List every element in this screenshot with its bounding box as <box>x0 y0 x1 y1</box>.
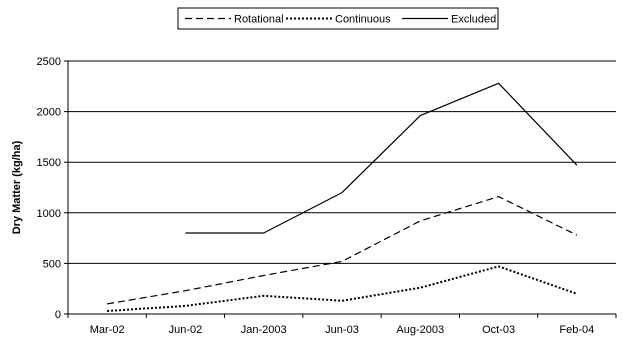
y-tick-label-2000: 2000 <box>37 107 61 119</box>
series-lines <box>107 82 578 312</box>
axes <box>64 60 617 318</box>
x-tick-label-jun-03: Jun-03 <box>325 324 359 336</box>
y-axis-label: Dry Matter (kg/ha) <box>11 140 23 234</box>
y-tick-label-1000: 1000 <box>37 208 61 220</box>
x-tick-label-jun-02: Jun-02 <box>169 324 203 336</box>
y-tick-label-500: 500 <box>43 258 61 270</box>
y-tick-labels: 0 500 1000 1500 2000 2500 <box>37 56 61 321</box>
x-tick-label-aug-2003: Aug-2003 <box>396 324 444 336</box>
series-line-continuous <box>107 265 578 312</box>
legend-label-excluded: Excluded <box>451 14 496 26</box>
x-tick-labels: Mar-02 Jun-02 Jan-2003 Jun-03 Aug-2003 Oct-03… <box>90 324 595 336</box>
x-tick-label-jan-2003: Jan-2003 <box>241 324 287 336</box>
y-tick-label-2500: 2500 <box>37 56 61 68</box>
legend-label-continuous: Continuous <box>335 14 391 26</box>
series-line-excluded <box>185 82 578 234</box>
x-tick-label-mar-02: Mar-02 <box>90 324 125 336</box>
gridlines <box>68 60 616 264</box>
legend-label-rotational: Rotational <box>234 14 284 26</box>
y-tick-label-1500: 1500 <box>37 157 61 169</box>
legend-box <box>177 7 499 30</box>
legend: Rotational Continuous Excluded <box>177 7 499 30</box>
series-line-rotational <box>107 196 578 305</box>
x-tick-label-feb-04: Feb-04 <box>559 324 594 336</box>
y-tick-label-0: 0 <box>55 309 61 321</box>
x-tick-label-oct-03: Oct-03 <box>482 324 515 336</box>
